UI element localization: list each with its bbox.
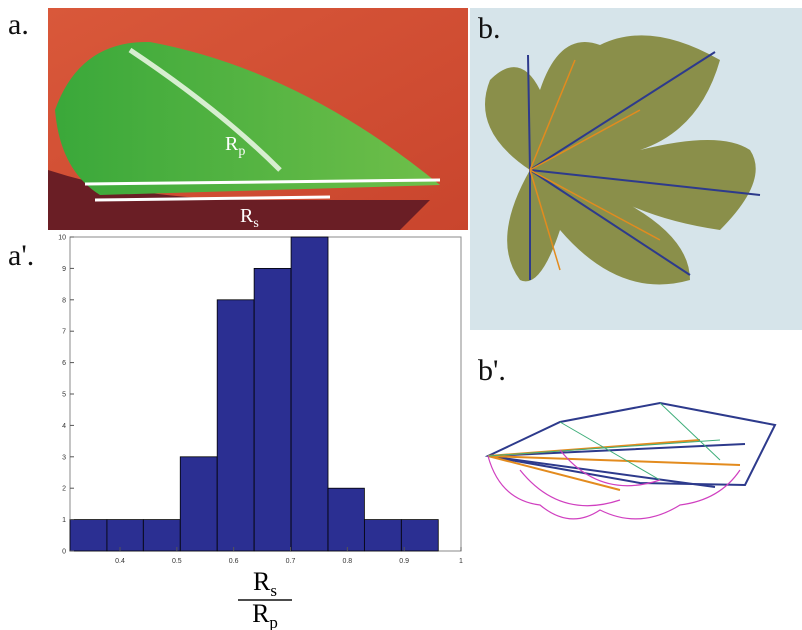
bar <box>142 519 181 552</box>
x-label-numerator: Rs <box>253 567 277 600</box>
x-tick-label: 0.9 <box>399 558 409 565</box>
rs-label: Rs <box>240 205 259 231</box>
bar <box>400 519 439 552</box>
y-tick-label: 8 <box>62 297 66 304</box>
y-tick-label: 3 <box>62 454 66 461</box>
y-tick-label: 0 <box>62 549 66 556</box>
x-tick-label: 0.5 <box>172 558 182 565</box>
y-tick-label: 4 <box>62 423 66 430</box>
y-tick-label: 9 <box>62 266 66 273</box>
y-tick-label: 1 <box>62 517 66 524</box>
panel-label: b. <box>478 12 501 45</box>
x-tick-label: 0.4 <box>115 558 125 565</box>
bar <box>216 299 255 552</box>
photo-a <box>48 8 468 230</box>
bar <box>327 487 365 552</box>
photo-b <box>470 8 802 330</box>
y-tick-label: 7 <box>62 329 66 336</box>
x-tick-label: 0.6 <box>229 558 239 565</box>
histogram: 0 1 2 3 4 5 6 7 8 9 10 0.4 0.5 0.6 0.7 0.8 0.9 1 <box>58 235 463 566</box>
x-tick-label: 0.8 <box>342 558 352 565</box>
x-tick-label: 0.7 <box>286 558 296 565</box>
bar <box>69 519 108 552</box>
bar <box>363 519 402 552</box>
bar <box>253 267 292 552</box>
x-tick-label: 1 <box>459 558 463 565</box>
y-tick-label: 10 <box>58 235 66 242</box>
y-tick-label: 2 <box>62 486 66 493</box>
bar <box>106 519 144 552</box>
panel-label: a. <box>8 8 29 41</box>
panel-label: b'. <box>478 354 506 387</box>
rp-label: Rp <box>225 133 245 159</box>
shape-diagram <box>484 401 777 520</box>
x-label-denominator: Rp <box>252 599 278 630</box>
bar <box>290 236 329 552</box>
y-tick-label: 5 <box>62 392 66 399</box>
bar <box>179 456 218 552</box>
y-tick-label: 6 <box>62 360 66 367</box>
panel-label: a'. <box>8 239 34 272</box>
